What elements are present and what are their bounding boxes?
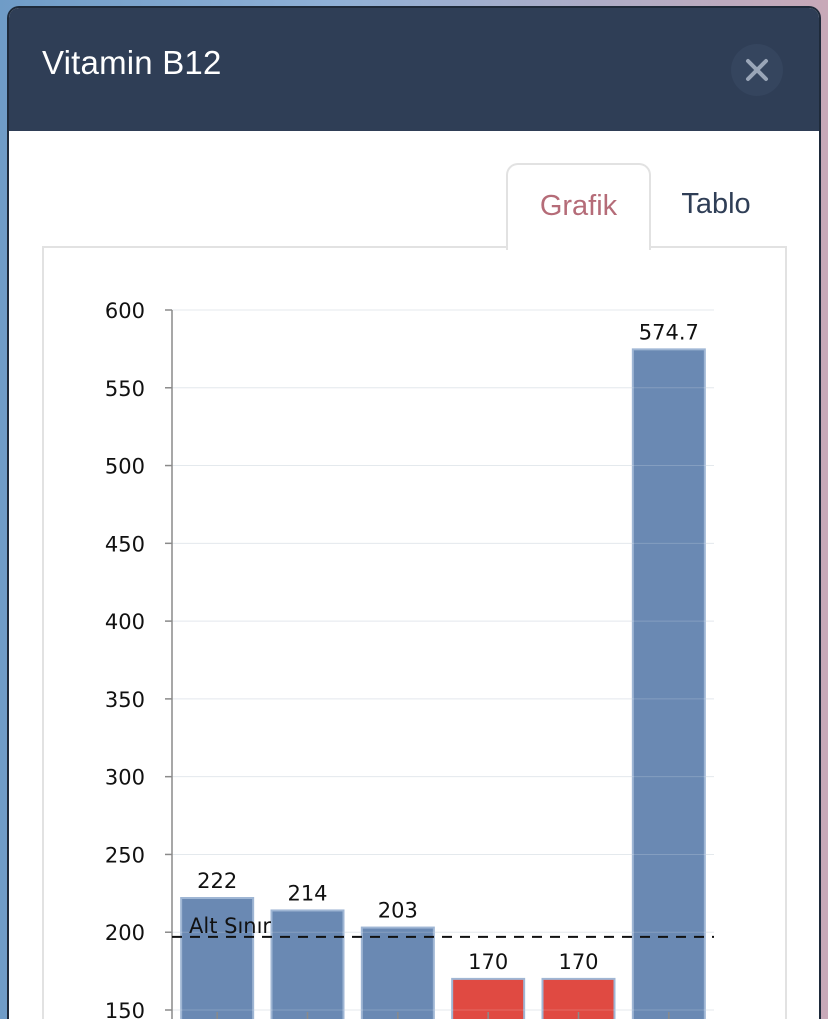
modal-header: Vitamin B12 [9,8,819,131]
bar [631,348,706,1019]
bar-value-label: 170 [558,950,598,974]
tab-grafik[interactable]: Grafik [506,163,651,250]
y-tick-label: 400 [105,610,145,634]
tab-tablo[interactable]: Tablo [681,188,751,220]
y-tick-label: 200 [105,921,145,945]
bar [360,926,435,1019]
y-tick-label: 300 [105,766,145,790]
y-tick-label: 550 [105,377,145,401]
chart-panel: 150 200 250 300 350 400 450 500 550 600 222 214 203 1… [42,246,787,1019]
reference-line-label: Alt Sınır [189,914,271,938]
bar-value-label: 170 [468,950,508,974]
y-tick-label: 350 [105,688,145,712]
bar [180,897,255,1019]
bar-value-label: 222 [197,869,237,893]
vitamin-b12-modal: Vitamin B12 Grafik Tablo 150 200 250 300 350… [9,8,819,1019]
y-tick-label: 250 [105,843,145,867]
y-tick-label: 450 [105,532,145,556]
y-tick-label: 150 [105,999,145,1019]
y-tick-label: 500 [105,455,145,479]
close-button[interactable] [731,44,783,96]
close-icon [746,59,768,81]
bar-chart: 150 200 250 300 350 400 450 500 550 600 222 214 203 1… [105,299,714,1019]
modal-title: Vitamin B12 [42,44,222,81]
bar-value-label: 203 [378,899,418,923]
bar-value-label: 574.7 [639,320,699,344]
y-tick-label: 600 [105,299,145,323]
bar-value-label: 214 [287,881,327,905]
bar [270,909,345,1019]
